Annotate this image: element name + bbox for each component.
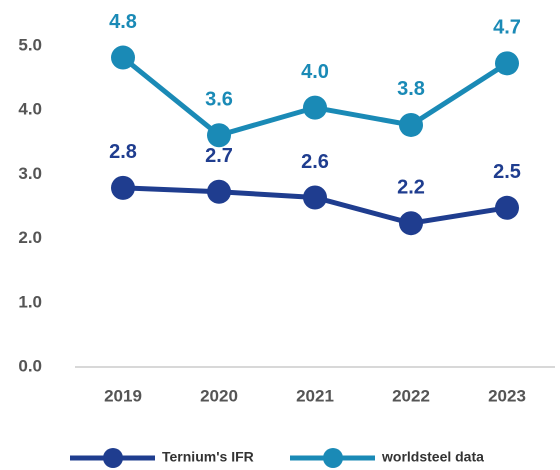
legend-marker	[103, 448, 123, 468]
y-tick-label: 4.0	[18, 100, 42, 119]
data-label: 2.8	[109, 141, 137, 163]
data-label: 3.8	[397, 78, 425, 100]
data-label: 2.2	[397, 176, 425, 198]
x-tick-label: 2021	[296, 386, 334, 405]
legend-label: worldsteel data	[381, 449, 484, 465]
data-label: 3.6	[205, 89, 233, 111]
point	[207, 179, 231, 204]
data-label: 4.8	[109, 11, 137, 33]
y-tick-label: 0.0	[18, 356, 42, 375]
point	[303, 185, 327, 210]
y-tick-label: 3.0	[18, 164, 42, 183]
x-tick-label: 2023	[488, 386, 526, 405]
x-tick-label: 2019	[104, 386, 142, 405]
point	[495, 51, 519, 76]
legend-marker	[323, 448, 343, 468]
point	[303, 95, 327, 120]
point	[111, 45, 135, 70]
y-tick-label: 1.0	[18, 292, 42, 311]
data-label: 2.7	[205, 145, 233, 167]
point	[399, 112, 423, 137]
x-tick-label: 2020	[200, 386, 238, 405]
data-label: 2.5	[493, 161, 521, 183]
point	[111, 175, 135, 200]
data-label: 4.0	[301, 61, 329, 83]
point	[495, 195, 519, 220]
y-tick-label: 5.0	[18, 35, 42, 54]
data-label: 2.6	[301, 151, 329, 173]
data-label: 4.7	[493, 17, 521, 39]
legend-label: Ternium's IFR	[162, 449, 254, 465]
y-tick-label: 2.0	[18, 228, 42, 247]
x-tick-label: 2022	[392, 386, 430, 405]
point	[207, 123, 231, 148]
point	[399, 211, 423, 236]
